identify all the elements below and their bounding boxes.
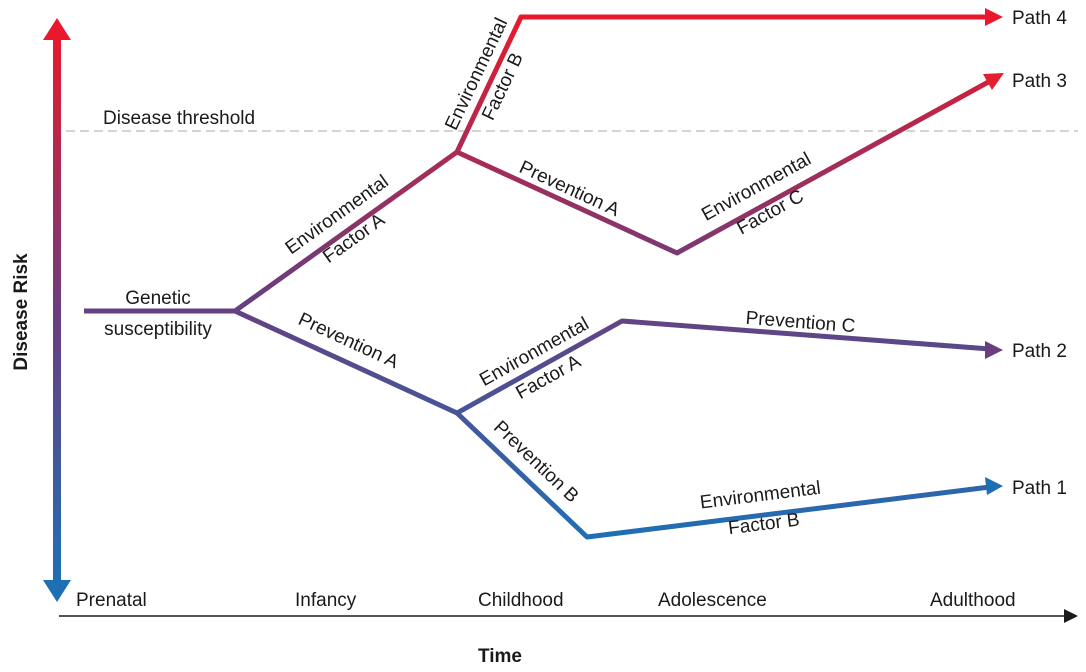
stage-label-childhood: Childhood [478, 590, 564, 611]
env-factor-b-lower-line-2: Factor B [727, 510, 801, 540]
disease-threshold-label: Disease threshold [103, 108, 255, 129]
risk-axis-down-arrowhead [43, 580, 71, 602]
path-4-label: Path 4 [1012, 8, 1067, 29]
path-4-arrowhead [985, 8, 1003, 26]
path-2-arrowhead [985, 341, 1003, 359]
path-1-label: Path 1 [1012, 478, 1067, 499]
stage-label-infancy: Infancy [295, 590, 357, 611]
trajectory-path-2 [233, 308, 991, 416]
genetic-susceptibility-label-line-1: Genetic [125, 288, 190, 309]
risk-axis-up-arrowhead [43, 18, 71, 40]
path-1-arrowhead [985, 477, 1003, 495]
time-axis [59, 609, 1078, 623]
path-3-label: Path 3 [1012, 71, 1067, 92]
stage-label-adolescence: Adolescence [658, 590, 767, 611]
risk-axis [43, 18, 71, 602]
env-factor-c-label: Environmental Factor C [698, 149, 815, 240]
trajectory-path-3 [455, 77, 994, 256]
x-axis-title: Time [478, 646, 522, 667]
genetic-susceptibility-label-line-2: susceptibility [104, 319, 212, 340]
y-axis-title: Disease Risk [11, 253, 32, 371]
time-axis-arrowhead [1064, 609, 1078, 623]
trajectory-path-1 [455, 411, 991, 540]
prevention-b-label: Prevention B [489, 417, 582, 507]
stage-label-prenatal: Prenatal [76, 590, 147, 611]
risk-trajectories [84, 14, 994, 540]
path-3-arrowhead [983, 73, 1004, 90]
risk-axis-shaft [53, 38, 61, 584]
path-2-label: Path 2 [1012, 341, 1067, 362]
stage-label-adulthood: Adulthood [930, 590, 1016, 611]
